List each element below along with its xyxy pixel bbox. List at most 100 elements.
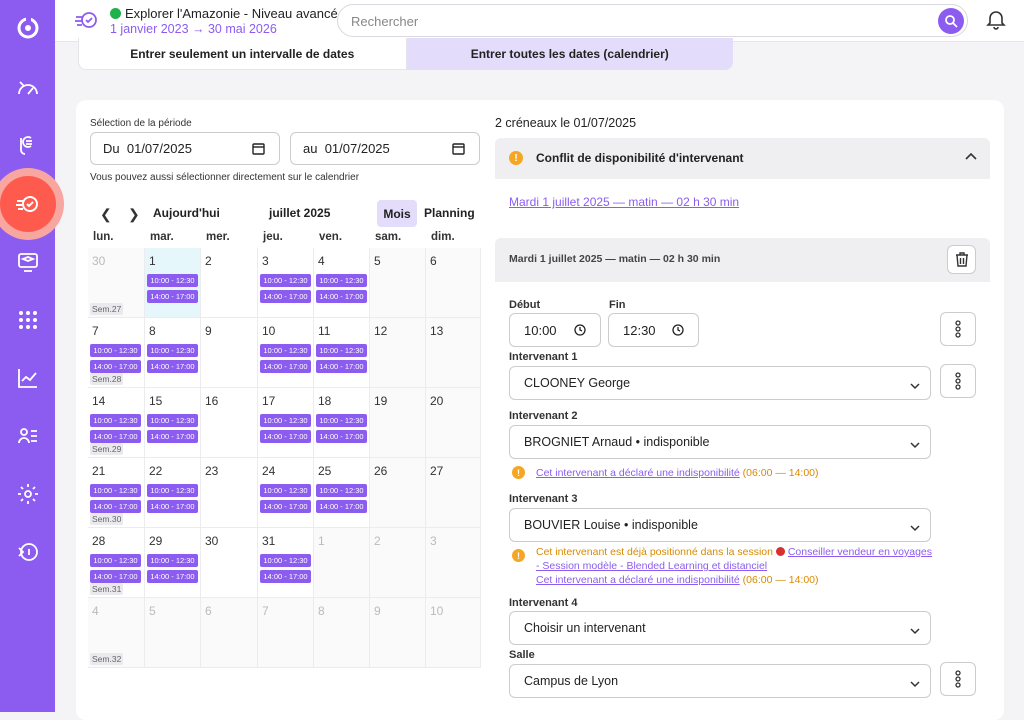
- calendar-day-cell[interactable]: 6: [426, 248, 481, 318]
- app-logo-icon[interactable]: [14, 14, 42, 42]
- calendar-day-cell[interactable]: 25 10:00 - 12:30 14:00 - 17:00: [314, 458, 370, 528]
- next-month-icon[interactable]: ❯: [128, 206, 140, 222]
- calendar-event[interactable]: 10:00 - 12:30: [147, 274, 198, 287]
- calendar-event[interactable]: 10:00 - 12:30: [90, 554, 141, 567]
- calendar-day-cell[interactable]: 9: [201, 318, 258, 388]
- calendar-event[interactable]: 14:00 - 17:00: [90, 360, 141, 373]
- calendar-event[interactable]: 14:00 - 17:00: [260, 570, 311, 583]
- calendar-event[interactable]: 14:00 - 17:00: [147, 430, 198, 443]
- calendar-day-cell[interactable]: 2: [201, 248, 258, 318]
- calendar-event[interactable]: 10:00 - 12:30: [147, 344, 198, 357]
- calendar-event[interactable]: 14:00 - 17:00: [316, 360, 367, 373]
- calendar-event[interactable]: 10:00 - 12:30: [260, 414, 311, 427]
- calendar-event[interactable]: 10:00 - 12:30: [90, 344, 141, 357]
- calendar-event[interactable]: 14:00 - 17:00: [316, 500, 367, 513]
- calendar-day-cell[interactable]: 17 10:00 - 12:30 14:00 - 17:00: [258, 388, 314, 458]
- search-input[interactable]: Rechercher: [337, 4, 968, 37]
- calendar-day-cell[interactable]: 10: [426, 598, 481, 668]
- unavailability-link[interactable]: Cet intervenant a déclaré une indisponib…: [536, 467, 740, 479]
- calendar-icon[interactable]: [452, 142, 465, 158]
- view-planning-button[interactable]: Planning: [424, 206, 475, 220]
- calendar-event[interactable]: 10:00 - 12:30: [147, 554, 198, 567]
- calendar-event[interactable]: 10:00 - 12:30: [260, 344, 311, 357]
- calendar-day-cell[interactable]: 1 10:00 - 12:30 14:00 - 17:00: [145, 248, 201, 318]
- calendar-day-cell[interactable]: 8: [314, 598, 370, 668]
- calendar-day-cell[interactable]: 7: [258, 598, 314, 668]
- prev-month-icon[interactable]: ❮: [100, 206, 112, 222]
- calendar-day-cell[interactable]: 11 10:00 - 12:30 14:00 - 17:00: [314, 318, 370, 388]
- calendar-event[interactable]: 14:00 - 17:00: [90, 500, 141, 513]
- calendar-day-cell[interactable]: 8 10:00 - 12:30 14:00 - 17:00: [145, 318, 201, 388]
- settings-icon[interactable]: [14, 480, 42, 508]
- calendar-day-cell[interactable]: 13: [426, 318, 481, 388]
- calendar-event[interactable]: 14:00 - 17:00: [147, 500, 198, 513]
- calendar-day-cell[interactable]: 30: [201, 528, 258, 598]
- calendar-day-cell[interactable]: 4 10:00 - 12:30 14:00 - 17:00: [314, 248, 370, 318]
- calendar-event[interactable]: 10:00 - 12:30: [260, 274, 311, 287]
- view-month-button[interactable]: Mois: [377, 200, 417, 227]
- notification-bell-icon[interactable]: [985, 8, 1009, 32]
- calendar-day-cell[interactable]: 18 10:00 - 12:30 14:00 - 17:00: [314, 388, 370, 458]
- date-from-input[interactable]: Du 01/07/2025: [90, 132, 280, 165]
- trainer4-select[interactable]: Choisir un intervenant: [509, 611, 931, 645]
- help-icon[interactable]: [14, 538, 42, 566]
- calendar-day-cell[interactable]: 16: [201, 388, 258, 458]
- calendar-day-cell[interactable]: 10 10:00 - 12:30 14:00 - 17:00: [258, 318, 314, 388]
- tab-date-interval[interactable]: Entrer seulement un intervalle de dates: [78, 38, 407, 70]
- conflict-header[interactable]: ! Conflit de disponibilité d'intervenant: [495, 138, 990, 179]
- calendar-day-cell[interactable]: 5: [145, 598, 201, 668]
- search-icon[interactable]: [938, 8, 964, 34]
- calendar-event[interactable]: 14:00 - 17:00: [316, 430, 367, 443]
- calendar-day-cell[interactable]: 26: [370, 458, 426, 528]
- dashboard-icon[interactable]: [14, 74, 42, 102]
- room-options-button[interactable]: [940, 662, 976, 696]
- calendar-day-cell[interactable]: 27: [426, 458, 481, 528]
- chevron-up-icon[interactable]: [964, 150, 978, 169]
- trainer2-select[interactable]: BROGNIET Arnaud • indisponible: [509, 425, 931, 459]
- calendar-day-cell[interactable]: 4 Sem.32: [88, 598, 145, 668]
- calendar-day-cell[interactable]: 31 10:00 - 12:30 14:00 - 17:00: [258, 528, 314, 598]
- calendar-event[interactable]: 14:00 - 17:00: [90, 570, 141, 583]
- trainer1-select[interactable]: CLOONEY George: [509, 366, 931, 400]
- unavailability-link[interactable]: Cet intervenant a déclaré une indisponib…: [536, 574, 740, 586]
- calendar-event[interactable]: 10:00 - 12:30: [90, 484, 141, 497]
- calendar-day-cell[interactable]: 29 10:00 - 12:30 14:00 - 17:00: [145, 528, 201, 598]
- calendar-day-cell[interactable]: 30 Sem.27: [88, 248, 145, 318]
- calendar-day-cell[interactable]: 7 10:00 - 12:30 14:00 - 17:00 Sem.28: [88, 318, 145, 388]
- delete-slot-button[interactable]: [947, 245, 976, 274]
- calendar-day-cell[interactable]: 22 10:00 - 12:30 14:00 - 17:00: [145, 458, 201, 528]
- conflict-session-link-cont[interactable]: - Session modèle - Blended Learning et d…: [536, 560, 768, 572]
- calendar-day-cell[interactable]: 3 10:00 - 12:30 14:00 - 17:00: [258, 248, 314, 318]
- date-to-input[interactable]: au 01/07/2025: [290, 132, 480, 165]
- apps-grid-icon[interactable]: [14, 306, 42, 334]
- calendar-day-cell[interactable]: 6: [201, 598, 258, 668]
- calendar-event[interactable]: 10:00 - 12:30: [316, 414, 367, 427]
- calendar-event[interactable]: 10:00 - 12:30: [90, 414, 141, 427]
- calendar-event[interactable]: 10:00 - 12:30: [260, 554, 311, 567]
- end-time-input[interactable]: 12:30: [608, 313, 699, 347]
- time-options-button[interactable]: [940, 312, 976, 346]
- calendar-event[interactable]: 10:00 - 12:30: [316, 274, 367, 287]
- calendar-event[interactable]: 10:00 - 12:30: [316, 344, 367, 357]
- finance-icon[interactable]: [14, 132, 42, 160]
- calendar-day-cell[interactable]: 12: [370, 318, 426, 388]
- calendar-event[interactable]: 14:00 - 17:00: [260, 290, 311, 303]
- calendar-event[interactable]: 14:00 - 17:00: [147, 360, 198, 373]
- calendar-event[interactable]: 10:00 - 12:30: [316, 484, 367, 497]
- calendar-event[interactable]: 14:00 - 17:00: [260, 430, 311, 443]
- calendar-event[interactable]: 14:00 - 17:00: [260, 500, 311, 513]
- calendar-event[interactable]: 14:00 - 17:00: [147, 570, 198, 583]
- training-icon[interactable]: [14, 248, 42, 276]
- calendar-day-cell[interactable]: 24 10:00 - 12:30 14:00 - 17:00: [258, 458, 314, 528]
- today-button[interactable]: Aujourd'hui: [153, 206, 220, 220]
- calendar-day-cell[interactable]: 1: [314, 528, 370, 598]
- calendar-day-cell[interactable]: 2: [370, 528, 426, 598]
- tab-calendar[interactable]: Entrer toutes les dates (calendrier): [406, 38, 733, 70]
- calendar-event[interactable]: 10:00 - 12:30: [260, 484, 311, 497]
- calendar-day-cell[interactable]: 20: [426, 388, 481, 458]
- room-select[interactable]: Campus de Lyon: [509, 664, 931, 698]
- calendar-day-cell[interactable]: 5: [370, 248, 426, 318]
- stats-icon[interactable]: [14, 364, 42, 392]
- calendar-day-cell[interactable]: 21 10:00 - 12:30 14:00 - 17:00 Sem.30: [88, 458, 145, 528]
- sessions-nav-active[interactable]: [0, 168, 64, 240]
